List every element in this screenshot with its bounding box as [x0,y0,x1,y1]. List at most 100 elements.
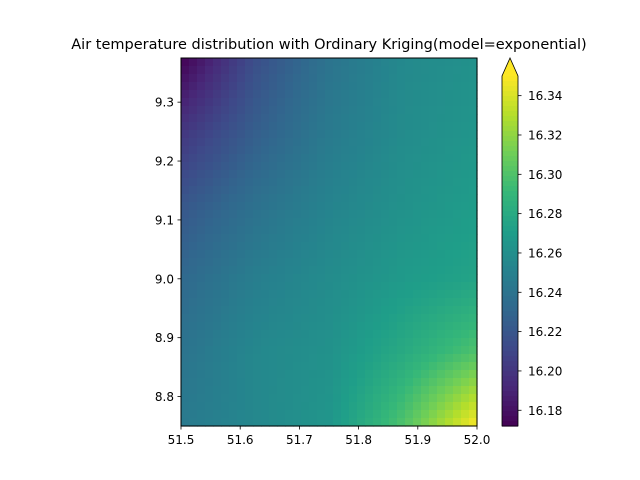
heatmap-cell [381,178,390,187]
heatmap-cell [261,338,270,347]
heatmap-cell [437,138,446,147]
heatmap-cell [197,418,206,427]
heatmap-cell [213,258,222,267]
heatmap-cell [453,210,462,219]
heatmap-cell [333,290,342,299]
heatmap-cell [333,98,342,107]
heatmap-cell [381,338,390,347]
colorbar-segment [502,291,518,297]
heatmap-cell [357,234,366,243]
heatmap-cell [197,114,206,123]
heatmap-cell [397,314,406,323]
heatmap-cell [461,58,470,67]
heatmap-cell [445,130,454,139]
heatmap-cell [437,74,446,83]
heatmap-cell [229,162,238,171]
heatmap-cell [213,210,222,219]
heatmap-cell [205,186,214,195]
colorbar-segment [502,101,518,107]
heatmap-cell [237,410,246,419]
heatmap-cell [405,402,414,411]
heatmap-cell [213,250,222,259]
heatmap-cell [373,314,382,323]
heatmap-cell [317,258,326,267]
heatmap-cell [237,162,246,171]
heatmap-cell [453,130,462,139]
heatmap-cell [213,322,222,331]
heatmap-cell [325,106,334,115]
heatmap-cell [429,178,438,187]
heatmap-cell [445,98,454,107]
heatmap-cell [333,274,342,283]
heatmap-cell [341,298,350,307]
heatmap-cell [245,298,254,307]
heatmap-cell [197,394,206,403]
heatmap-cell [189,386,198,395]
heatmap-cell [381,410,390,419]
heatmap-cell [309,154,318,163]
heatmap-cell [317,186,326,195]
heatmap-cell [421,122,430,131]
heatmap-cell [421,250,430,259]
heatmap-cell [413,162,422,171]
heatmap-cell [189,90,198,99]
heatmap-cell [181,274,190,283]
heatmap-cell [381,290,390,299]
heatmap-cell [245,346,254,355]
heatmap-cell [189,170,198,179]
heatmap-cell [245,362,254,371]
heatmap-cell [261,394,270,403]
heatmap-cell [429,266,438,275]
heatmap-cell [429,138,438,147]
heatmap-cell [293,378,302,387]
heatmap-cell [213,58,222,67]
heatmap-cell [325,146,334,155]
heatmap-cell [261,138,270,147]
colorbar-segment [502,296,518,302]
heatmap-cell [413,202,422,211]
heatmap-cell [317,282,326,291]
heatmap-cell [333,362,342,371]
heatmap-cell [285,194,294,203]
heatmap-cell [357,90,366,99]
heatmap-cell [189,410,198,419]
heatmap-cell [229,138,238,147]
heatmap-cell [405,122,414,131]
heatmap-cell [229,170,238,179]
heatmap-cell [437,298,446,307]
heatmap-cell [301,258,310,267]
heatmap-cell [277,266,286,275]
heatmap-cell [181,178,190,187]
heatmap-cell [261,130,270,139]
heatmap-cell [317,298,326,307]
heatmap-cell [293,66,302,75]
heatmap-cell [469,306,478,315]
heatmap-cell [277,410,286,419]
heatmap-cell [389,98,398,107]
heatmap-cell [373,210,382,219]
heatmap-cell [445,258,454,267]
colorbar-segment [502,121,518,127]
colorbar-tick-label: 16.20 [528,364,562,378]
heatmap-cell [421,154,430,163]
heatmap-cell [205,82,214,91]
heatmap-cell [197,90,206,99]
heatmap-cell [405,154,414,163]
heatmap-cell [373,274,382,283]
colorbar-segment [502,261,518,267]
heatmap-cell [413,370,422,379]
heatmap-cell [277,178,286,187]
heatmap-cell [301,282,310,291]
heatmap-cell [253,234,262,243]
colorbar-segment [502,96,518,102]
heatmap-cell [405,282,414,291]
heatmap-cell [285,402,294,411]
heatmap-cell [277,66,286,75]
heatmap-cell [397,210,406,219]
colorbar-segment [502,156,518,162]
heatmap-cell [357,82,366,91]
heatmap-cell [333,122,342,131]
heatmap-cell [373,282,382,291]
heatmap-cell [229,194,238,203]
heatmap-cell [285,314,294,323]
